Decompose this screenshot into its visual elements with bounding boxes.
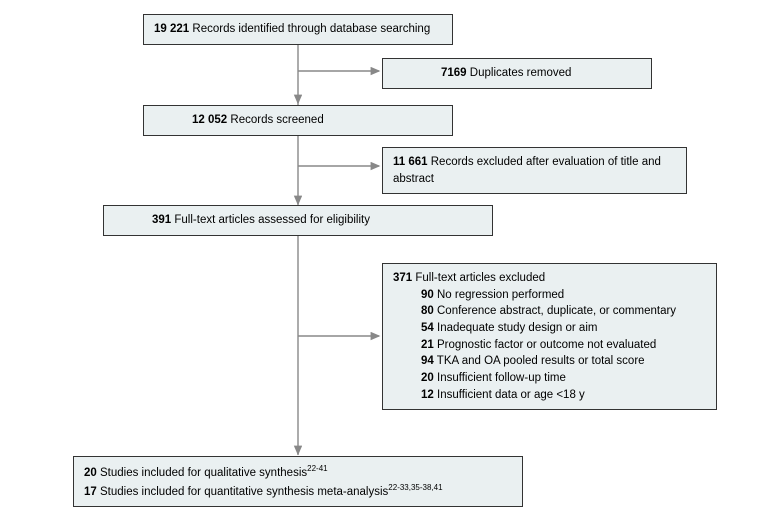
screened-n: 12 052 bbox=[192, 114, 227, 126]
quant-n: 17 bbox=[84, 485, 97, 497]
ft-excluded-reasons: 90 No regression performed 80 Conference… bbox=[421, 287, 706, 404]
fulltext-n: 391 bbox=[152, 214, 171, 226]
node-fulltext-excluded: 371 Full-text articles excluded 90 No re… bbox=[382, 263, 717, 410]
node-fulltext: 391 Full-text articles assessed for elig… bbox=[103, 205, 493, 236]
identified-n: 19 221 bbox=[154, 23, 189, 35]
fulltext-label: Full-text articles assessed for eligibil… bbox=[174, 214, 370, 226]
screened-label: Records screened bbox=[230, 114, 323, 126]
excluded-title-n: 11 661 bbox=[393, 156, 428, 168]
node-included: 20 Studies included for qualitative synt… bbox=[73, 456, 523, 507]
identified-label: Records identified through database sear… bbox=[192, 23, 430, 35]
node-duplicates: 7169 Duplicates removed bbox=[382, 58, 652, 89]
node-screened: 12 052 Records screened bbox=[143, 105, 453, 136]
duplicates-n: 7169 bbox=[441, 67, 467, 79]
node-identified: 19 221 Records identified through databa… bbox=[143, 14, 453, 45]
qual-sup: 22-41 bbox=[307, 464, 327, 473]
ft-excluded-label: Full-text articles excluded bbox=[415, 272, 545, 284]
duplicates-label: Duplicates removed bbox=[470, 67, 572, 79]
qual-n: 20 bbox=[84, 467, 97, 479]
ft-excluded-n: 371 bbox=[393, 272, 412, 284]
quant-sup: 22-33,35-38,41 bbox=[388, 483, 442, 492]
qual-label: Studies included for qualitative synthes… bbox=[100, 467, 307, 479]
prisma-flowchart: 19 221 Records identified through databa… bbox=[0, 0, 780, 512]
quant-label: Studies included for quantitative synthe… bbox=[100, 485, 388, 497]
excluded-title-label: Records excluded after evaluation of tit… bbox=[393, 156, 661, 185]
node-excluded-title: 11 661 Records excluded after evaluation… bbox=[382, 147, 687, 194]
